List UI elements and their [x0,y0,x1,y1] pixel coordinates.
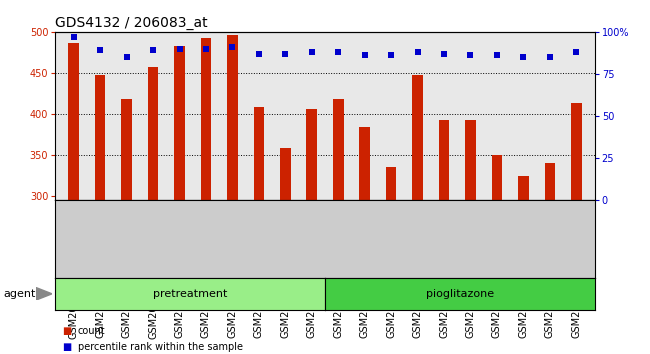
Text: pretreatment: pretreatment [153,289,228,299]
Text: count: count [78,326,105,336]
Text: ■: ■ [62,342,71,352]
Point [465,53,476,58]
Point [412,49,423,55]
Bar [201,38,211,200]
Text: ■: ■ [62,326,71,336]
Bar [545,163,555,200]
Bar [439,120,449,200]
Bar [571,103,582,200]
Text: GDS4132 / 206083_at: GDS4132 / 206083_at [55,16,208,30]
Point [333,49,343,55]
Bar [148,67,159,200]
Bar [518,176,528,200]
Bar [307,109,317,200]
Point [439,51,449,57]
Point [254,51,264,57]
Text: agent: agent [3,289,36,299]
Point [386,53,396,58]
Point [201,46,211,52]
Bar [333,99,343,200]
Bar [491,155,502,200]
Point [95,47,105,53]
Bar [412,74,423,200]
Text: pioglitazone: pioglitazone [426,289,494,299]
Polygon shape [36,287,52,300]
Bar [95,75,105,200]
Point [307,49,317,55]
Bar [280,148,291,200]
Point [68,34,79,40]
Bar [359,127,370,200]
Bar [386,167,396,200]
Point [122,54,132,60]
Point [491,53,502,58]
Point [359,53,370,58]
Bar [465,120,476,200]
Bar [254,107,264,200]
Bar [227,35,238,200]
Point [227,44,238,50]
Bar [68,42,79,200]
Point [148,47,159,53]
Point [545,54,555,60]
Point [571,49,582,55]
Bar [122,99,132,200]
Point [280,51,291,57]
Bar [174,46,185,200]
Point [518,54,528,60]
Text: percentile rank within the sample: percentile rank within the sample [78,342,243,352]
Point [174,46,185,52]
